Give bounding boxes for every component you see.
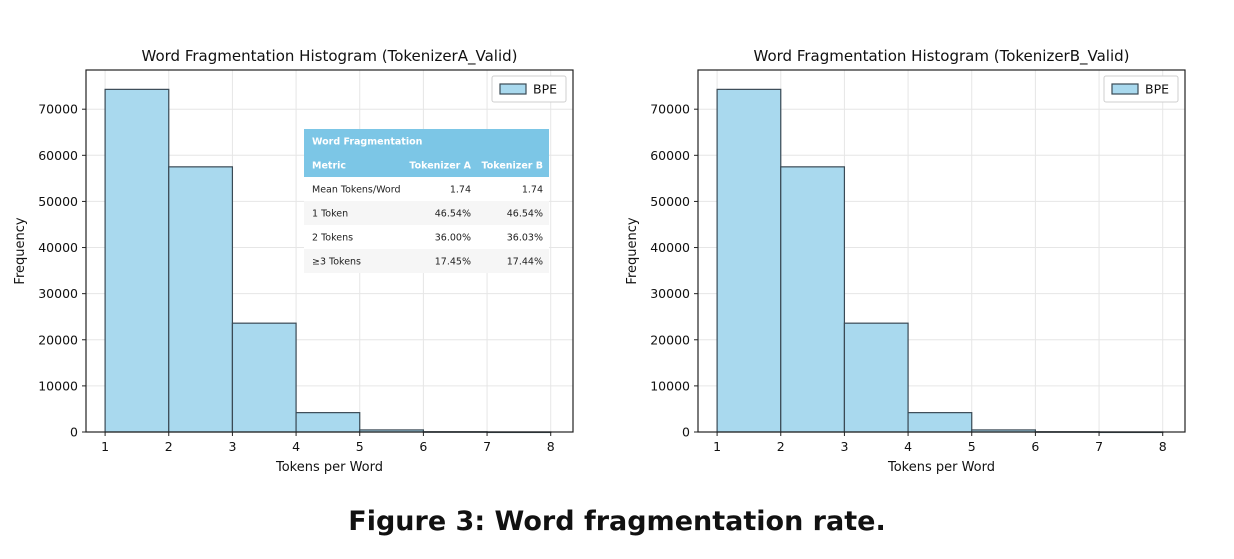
table-header-cell: Tokenizer B [482,161,543,172]
table-cell: 46.54% [435,209,471,220]
x-tick-label: 7 [483,439,491,454]
y-tick-label: 70000 [38,102,78,117]
table-cell: ≥3 Tokens [312,257,361,268]
y-tick-label: 30000 [650,286,690,301]
table-cell: 17.45% [435,257,471,268]
x-tick-label: 7 [1095,439,1103,454]
y-tick-label: 50000 [650,194,690,209]
x-tick-label: 5 [968,439,976,454]
table-title: Word Fragmentation [312,137,423,148]
y-axis-label: Frequency [13,217,28,284]
table-cell: Mean Tokens/Word [312,185,401,196]
y-tick-label: 20000 [38,332,78,347]
x-axis-label: Tokens per Word [887,460,995,475]
plot-frame [85,69,574,433]
x-tick-label: 3 [228,439,236,454]
table-row [304,249,549,273]
x-tick-label: 3 [840,439,848,454]
table-cell: 36.03% [507,233,543,244]
histogram-tokenizer-a: 1 2 3 4 5 6 7 8 0 10000 20000 30000 40000 50000 60000 7… [13,47,574,475]
y-tick-label: 30000 [38,286,78,301]
y-tick-label: 10000 [650,378,690,393]
table-header-row [304,153,549,177]
histogram-bar [168,166,234,433]
histogram-bar [231,322,297,433]
figure-caption: Figure 3: Word fragmentation rate. [348,506,886,537]
y-tick-label: 40000 [650,240,690,255]
x-tick-label: 6 [419,439,427,454]
table-cell: 17.44% [507,257,543,268]
table-cell: 2 Tokens [312,233,353,244]
x-tick-label: 1 [101,439,109,454]
x-tick-label: 1 [713,439,721,454]
y-tick-label: 40000 [38,240,78,255]
figure-canvas: 1 2 3 4 5 6 7 8 0 10000 20000 30000 40000 50000 60000 7… [13,47,1186,475]
histogram-bar [716,88,782,433]
histogram-bar [104,88,170,433]
legend-box [491,75,567,103]
table-cell: 1.74 [522,185,543,196]
y-tick-label: 60000 [650,148,690,163]
y-tick-label: 0 [682,425,690,440]
legend-swatch [499,83,527,95]
y-tick-label: 20000 [650,332,690,347]
y-tick-label: 0 [70,425,78,440]
chart-title: Word Fragmentation Histogram (TokenizerB… [754,47,1130,66]
x-tick-label: 8 [547,439,555,454]
table-cell: 1 Token [312,209,348,220]
legend-label: BPE [533,82,557,97]
legend-swatch [1111,83,1139,95]
y-tick-label: 50000 [38,194,78,209]
chart-title: Word Fragmentation Histogram (TokenizerA… [142,47,518,66]
table-cell: 36.00% [435,233,471,244]
y-tick-label: 10000 [38,378,78,393]
x-tick-label: 2 [777,439,785,454]
table-cell: 1.74 [450,185,471,196]
y-tick-label: 60000 [38,148,78,163]
table-cell: 46.54% [507,209,543,220]
histogram-tokenizer-b: 1 2 3 4 5 6 7 8 0 10000 20000 30000 40000 50000 60000 7… [625,47,1186,475]
table-header-cell: Metric [312,161,346,172]
x-tick-label: 4 [292,439,300,454]
legend-label: BPE [1145,82,1169,97]
table-row [304,225,549,249]
x-tick-label: 2 [165,439,173,454]
x-axis-label: Tokens per Word [275,460,383,475]
histogram-bar [780,166,846,433]
x-tick-label: 4 [904,439,912,454]
x-tick-label: 6 [1031,439,1039,454]
plot-frame [697,69,1186,433]
histogram-bar [907,412,973,433]
y-axis-label: Frequency [625,217,640,284]
histogram-bar [843,322,909,433]
legend-box [1103,75,1179,103]
histogram-bar [295,412,361,433]
x-tick-label: 5 [356,439,364,454]
table-row [304,177,549,201]
y-tick-label: 70000 [650,102,690,117]
table-row [304,201,549,225]
x-tick-label: 8 [1159,439,1167,454]
table-title-bar [304,129,549,153]
table-header-cell: Tokenizer A [409,161,471,172]
